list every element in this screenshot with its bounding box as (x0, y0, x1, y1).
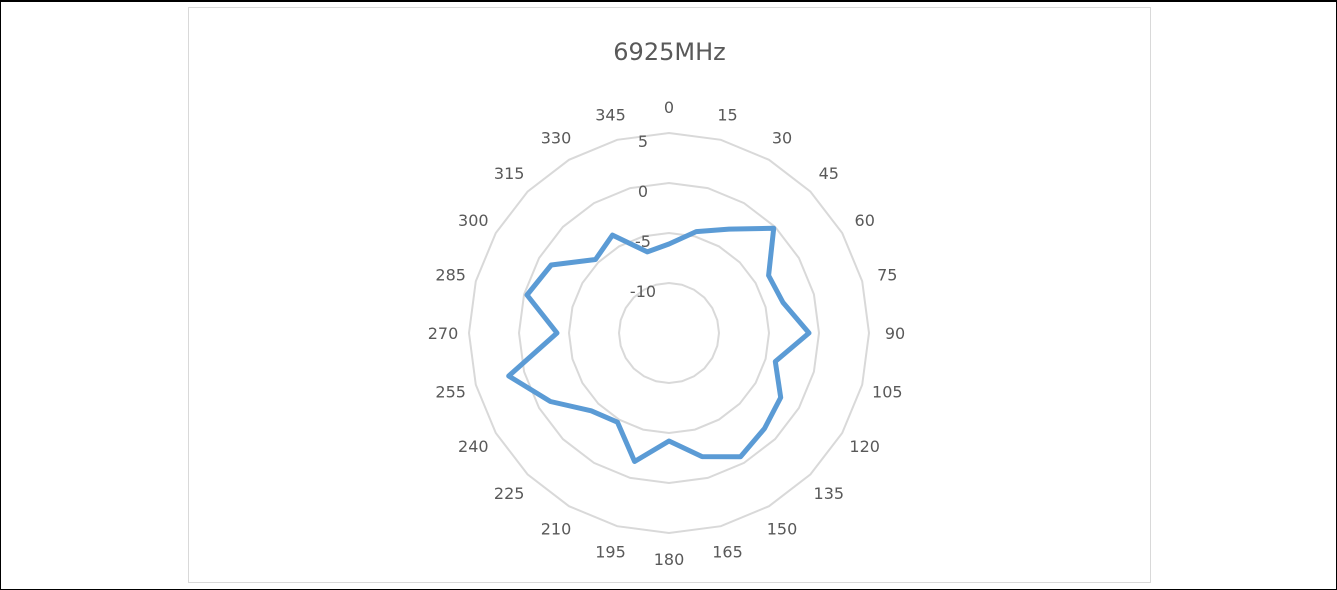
angle-label: 345 (595, 106, 626, 125)
angle-label: 285 (435, 266, 466, 285)
angle-label: 120 (849, 437, 880, 456)
chart-title: 6925MHz (613, 38, 726, 66)
angle-label: 195 (595, 542, 626, 561)
angle-label: 180 (654, 550, 685, 569)
angle-label: 75 (877, 266, 897, 285)
angle-label: 240 (458, 437, 489, 456)
angle-label: 60 (855, 211, 875, 230)
angle-label: 300 (458, 211, 489, 230)
angle-label: 105 (872, 383, 903, 402)
chart-area: 6925MHz -10 -5 0 5 0 15 30 45 60 75 90 105 120 135 150… (188, 7, 1151, 583)
grid-ring (567, 231, 771, 435)
angle-label: 270 (428, 324, 459, 343)
angle-label: 150 (767, 520, 798, 539)
angle-label: 165 (712, 542, 743, 561)
angle-label: 90 (885, 324, 905, 343)
angle-label: 255 (435, 383, 466, 402)
angle-label: 135 (814, 484, 845, 503)
angle-label: 0 (664, 98, 674, 117)
angle-label: 45 (819, 164, 839, 183)
grid-ring (517, 181, 821, 485)
angle-label: 210 (541, 520, 572, 539)
grid-ring (467, 131, 871, 535)
radial-tick-label: 5 (638, 132, 648, 151)
angle-label: 225 (494, 484, 525, 503)
angle-label: 330 (541, 128, 572, 147)
angle-label: 30 (772, 128, 792, 147)
angle-label: 15 (717, 106, 737, 125)
radial-tick-label: -10 (630, 282, 656, 301)
radial-tick-label: 0 (638, 182, 648, 201)
grid-ring (617, 281, 721, 385)
angle-label: 315 (494, 164, 525, 183)
